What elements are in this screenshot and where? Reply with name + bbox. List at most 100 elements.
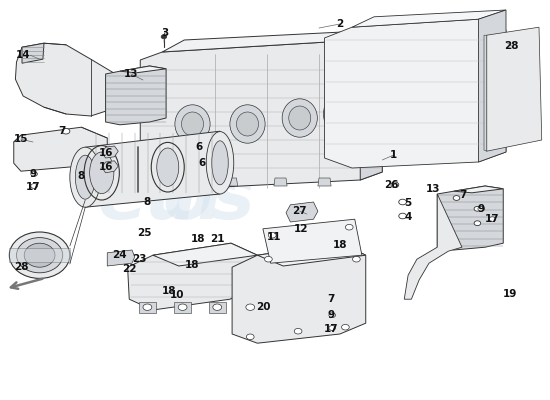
Text: 3: 3 [161,28,169,38]
Text: 27: 27 [293,206,307,216]
Polygon shape [162,30,382,52]
Ellipse shape [230,105,265,143]
Polygon shape [102,161,118,173]
Polygon shape [242,302,258,313]
Polygon shape [107,250,135,266]
Text: 4: 4 [404,212,412,222]
Text: 18: 18 [333,240,347,250]
Polygon shape [9,248,70,262]
Text: 9: 9 [478,204,485,214]
Text: 13: 13 [426,184,441,194]
Circle shape [399,199,406,205]
Polygon shape [324,19,506,168]
Polygon shape [224,178,238,186]
Text: 11: 11 [267,232,281,242]
Circle shape [474,221,481,226]
Ellipse shape [212,141,228,185]
Polygon shape [15,43,121,116]
Ellipse shape [236,112,258,136]
Text: 8: 8 [144,197,151,207]
Circle shape [399,213,406,219]
Circle shape [342,324,349,330]
Text: 20: 20 [256,302,270,312]
Text: 18: 18 [162,286,177,296]
Polygon shape [85,131,220,207]
Text: 7: 7 [327,294,335,304]
Circle shape [329,326,336,330]
Ellipse shape [182,112,204,136]
Circle shape [178,304,187,310]
Polygon shape [175,178,188,186]
Text: 12: 12 [294,224,309,234]
Polygon shape [174,302,191,313]
Circle shape [329,313,336,318]
Polygon shape [14,127,107,171]
Circle shape [265,256,272,262]
Polygon shape [120,66,166,73]
Polygon shape [106,66,166,125]
Circle shape [345,224,353,230]
Text: 1: 1 [389,150,397,160]
Polygon shape [139,302,156,313]
Ellipse shape [330,102,352,126]
Polygon shape [140,40,382,190]
Text: eur: eur [97,166,233,234]
Circle shape [143,304,152,310]
Text: 28: 28 [14,262,28,272]
Text: 6: 6 [199,158,206,168]
Circle shape [62,128,70,134]
Text: 16: 16 [98,148,113,158]
Text: 18: 18 [191,234,205,244]
Text: 6: 6 [195,142,203,152]
Circle shape [31,184,37,188]
Text: 19: 19 [503,289,518,299]
Text: 18: 18 [185,260,200,270]
Polygon shape [128,243,257,310]
Polygon shape [454,186,503,193]
Circle shape [213,304,222,310]
Polygon shape [352,10,506,27]
Polygon shape [318,178,331,186]
Ellipse shape [323,95,359,133]
Circle shape [246,334,254,340]
Polygon shape [209,302,226,313]
Circle shape [246,304,255,310]
Text: 9: 9 [328,310,334,320]
Circle shape [391,182,399,188]
Text: 17: 17 [324,324,338,334]
Text: 9: 9 [30,169,36,179]
Polygon shape [22,43,44,63]
Ellipse shape [175,105,210,143]
Circle shape [478,206,485,211]
Ellipse shape [9,232,70,278]
Text: 21: 21 [210,234,224,244]
Text: 5: 5 [404,198,412,208]
Text: 17: 17 [26,182,40,192]
Text: 24: 24 [113,250,127,260]
Polygon shape [102,146,118,158]
Circle shape [268,232,276,238]
Polygon shape [404,194,462,299]
Text: 16: 16 [98,162,113,172]
Text: 7: 7 [459,190,467,200]
Polygon shape [257,243,366,266]
Text: 13: 13 [124,69,138,79]
Circle shape [31,172,37,176]
Polygon shape [153,243,257,266]
Polygon shape [286,202,318,222]
Polygon shape [484,35,487,151]
Polygon shape [274,178,287,186]
Ellipse shape [157,148,179,186]
Text: a passion: a passion [144,267,252,309]
Ellipse shape [16,238,63,273]
Ellipse shape [206,132,234,194]
Circle shape [294,328,302,334]
Text: 14: 14 [16,50,30,60]
Polygon shape [437,186,503,250]
Text: 17: 17 [485,214,499,224]
Ellipse shape [289,106,311,130]
Circle shape [353,256,360,262]
Circle shape [489,217,496,222]
Circle shape [161,35,167,39]
Text: 25: 25 [137,228,151,238]
